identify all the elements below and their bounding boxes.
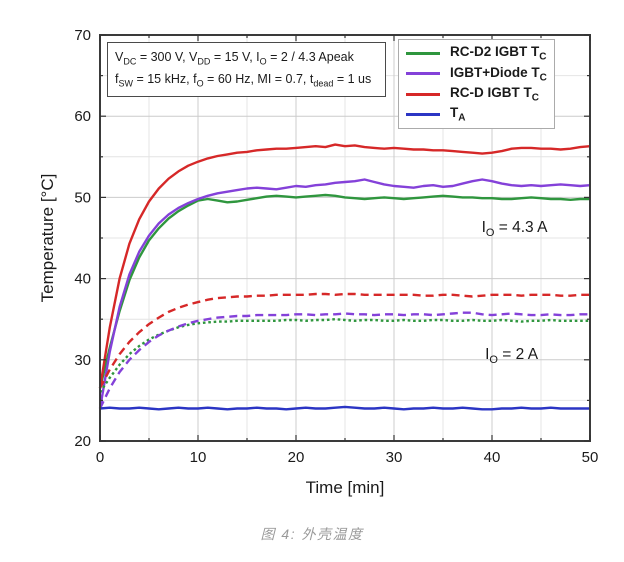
y-axis-title: Temperature [°C] <box>38 173 57 303</box>
annotation-io-2-a: IO = 2 A <box>485 345 539 366</box>
parameters-line-2: fSW = 15 kHz, fO = 60 Hz, MI = 0.7, tdea… <box>115 71 372 89</box>
series-igbt-diode-tc-io-4-3a <box>98 178 591 409</box>
y-tick-label: 20 <box>74 433 91 450</box>
legend-line-swatch <box>406 72 440 76</box>
x-tick-label: 40 <box>484 449 501 466</box>
series-rc-d-igbt-tc-io-4-3a <box>98 143 591 389</box>
plot-canvas: 0 10 20 30 40 50 20 30 40 50 60 70 <box>74 27 599 466</box>
legend-label: IGBT+Diode TC <box>450 64 547 84</box>
legend-line-swatch <box>406 52 440 56</box>
annotation-io-4-3-a: IO = 4.3 A <box>481 219 548 240</box>
legend-label: TA <box>450 104 466 124</box>
legend-label: RC-D2 IGBT TC <box>450 44 547 64</box>
series-rc-d-igbt-tc-io-2a <box>98 292 590 389</box>
series-igbt-diode-tc-io-2a <box>98 311 590 410</box>
legend: RC-D2 IGBT TC IGBT+Diode TC RC-D IGBT TC TA <box>398 39 555 129</box>
legend-item: RC-D IGBT TC <box>406 84 550 104</box>
x-tick-label: 20 <box>288 449 305 466</box>
y-tick-label: 60 <box>74 108 91 125</box>
x-tick-label: 50 <box>582 449 599 466</box>
x-tick-label: 10 <box>190 449 207 466</box>
figure-caption: 图 4: 外壳温度 <box>260 526 364 542</box>
x-tick-label: 30 <box>386 449 403 466</box>
temperature-chart: 0 10 20 30 40 50 20 30 40 50 60 70 Temperature [°C]… <box>38 27 599 497</box>
legend-item: TA <box>406 105 550 124</box>
legend-line-swatch <box>406 112 440 116</box>
x-tick-label: 0 <box>96 449 104 466</box>
y-tick-label: 40 <box>74 271 91 288</box>
legend-item: IGBT+Diode TC <box>406 64 550 84</box>
series-rc-d2-igbt-tc-io-4-3a <box>98 193 590 389</box>
parameters-line-1: VDC = 300 V, VDD = 15 V, IO = 2 / 4.3 Ap… <box>115 49 354 67</box>
y-tick-label: 30 <box>74 352 91 369</box>
legend-line-swatch <box>406 92 440 96</box>
legend-item: RC-D2 IGBT TC <box>406 44 550 63</box>
legend-label: RC-D IGBT TC <box>450 84 539 104</box>
x-axis-title: Time [min] <box>305 478 385 497</box>
y-tick-label: 50 <box>74 189 91 206</box>
y-tick-label: 70 <box>74 27 91 44</box>
parameters-box: VDC = 300 V, VDD = 15 V, IO = 2 / 4.3 Ap… <box>107 42 386 97</box>
series-ambient-ta <box>99 405 590 411</box>
